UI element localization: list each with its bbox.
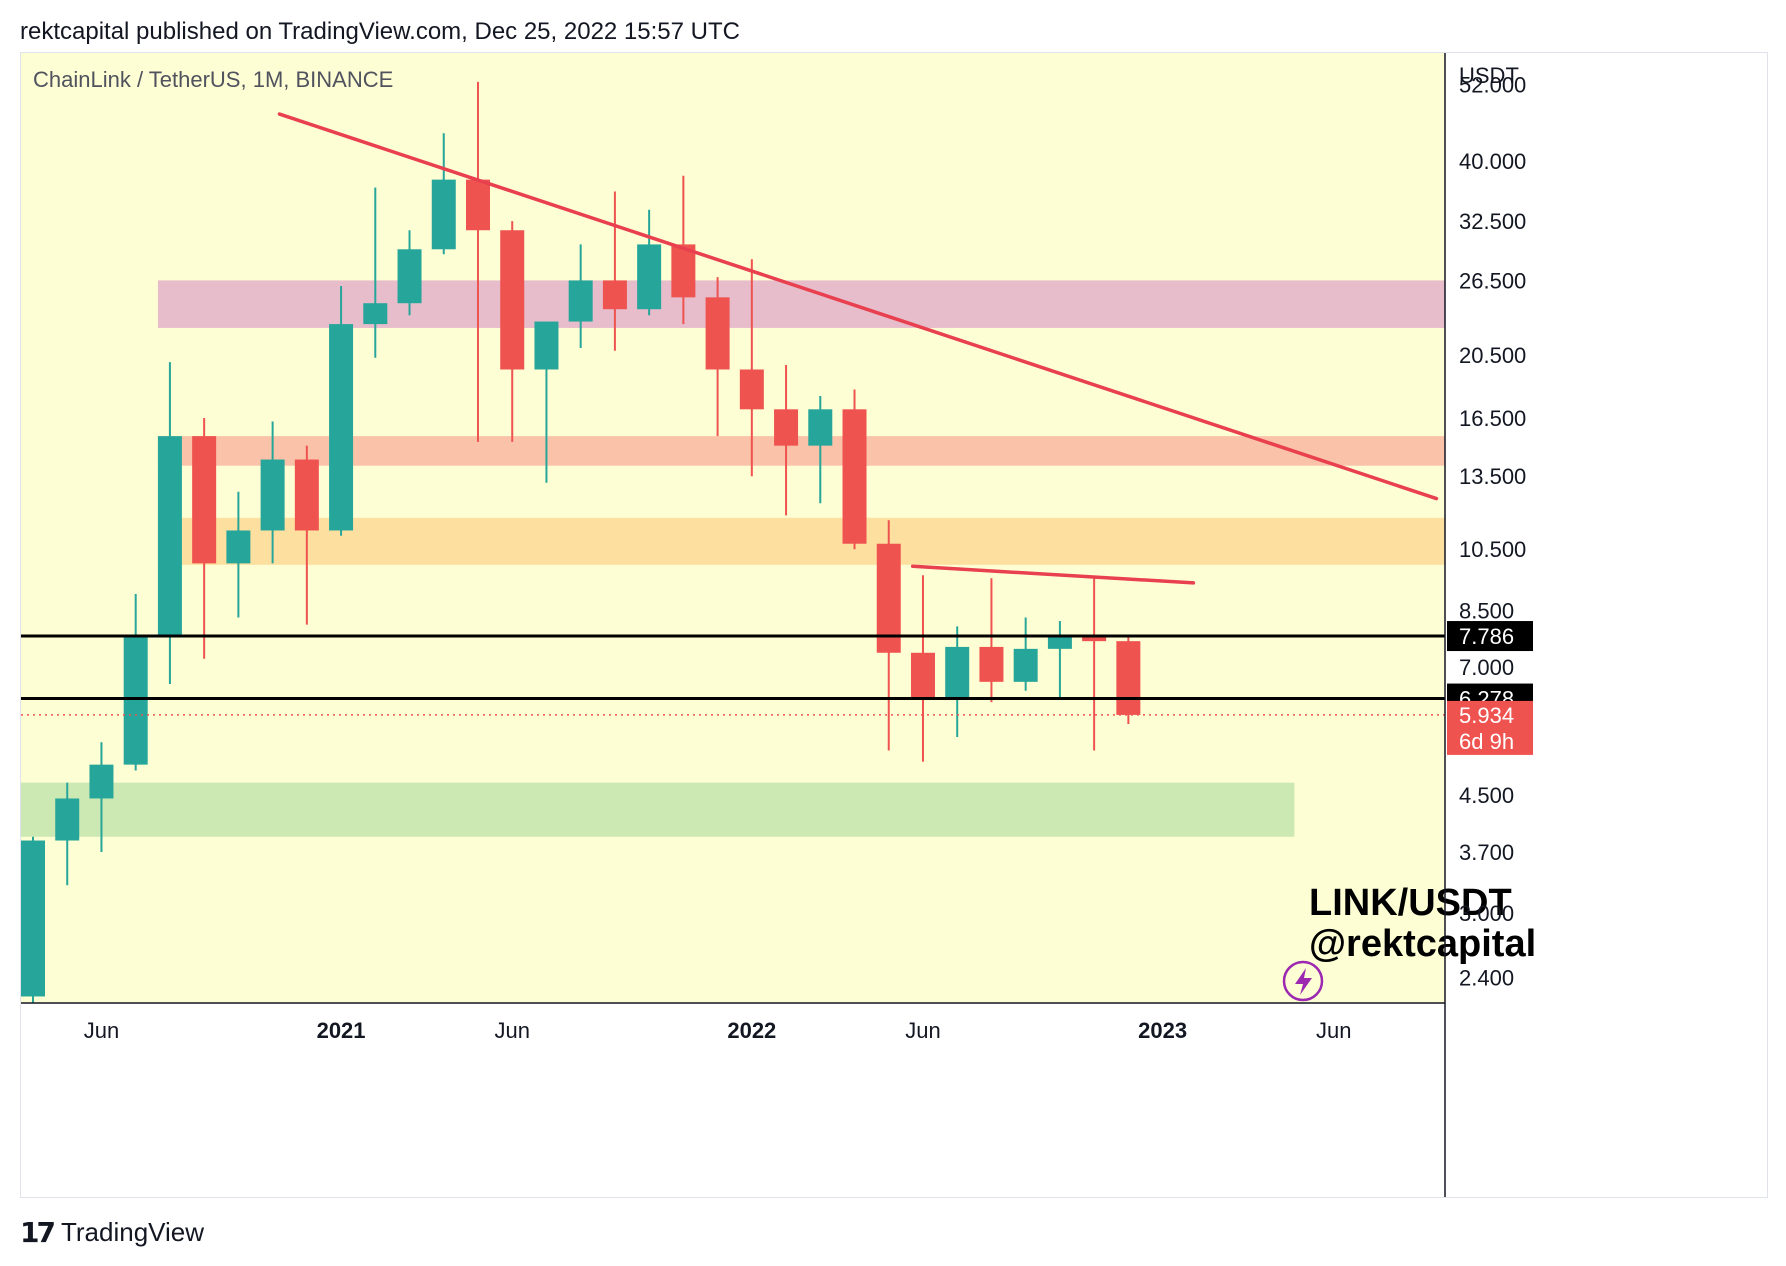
candle-body	[705, 297, 730, 370]
candle-body	[431, 179, 456, 250]
candle-body	[910, 652, 935, 700]
watermark-handle: @rektcapital	[1309, 923, 1536, 965]
price-tick-label: 4.500	[1459, 783, 1514, 808]
candle-body	[534, 321, 559, 370]
price-tick-label: 20.500	[1459, 343, 1526, 368]
resistance-zone-salmon	[157, 436, 1445, 466]
price-tick-label: 7.000	[1459, 655, 1514, 680]
time-tick-label: Jun	[1316, 1018, 1351, 1043]
price-tick-label: 3.000	[1459, 901, 1514, 926]
price-tick-label: 13.500	[1459, 464, 1526, 489]
time-axis-background	[21, 1003, 1445, 1197]
candle-body	[739, 369, 764, 410]
candle-body	[671, 244, 696, 298]
countdown-label: 6d 9h	[1459, 729, 1514, 754]
candle-body	[1082, 635, 1107, 642]
lightning-icon	[1282, 960, 1324, 1002]
watermark-pair: LINK/USDT	[1309, 882, 1512, 924]
candle-body	[157, 436, 182, 636]
candle-body	[945, 646, 970, 700]
tradingview-footer[interactable]: 17 TradingView	[20, 1216, 204, 1249]
candle-body	[89, 764, 114, 799]
candle-body	[260, 459, 285, 531]
candle-body	[979, 646, 1004, 682]
candle-body	[465, 179, 490, 231]
time-tick-label: Jun	[905, 1018, 940, 1043]
price-tick-label: 2.400	[1459, 966, 1514, 991]
resistance-zone-orange	[157, 517, 1445, 565]
publish-header: rektcapital published on TradingView.com…	[20, 18, 740, 45]
price-tick-label: 10.500	[1459, 537, 1526, 562]
level-7786-tag	[1447, 621, 1533, 652]
last-price-tag	[1447, 700, 1533, 755]
candle-body	[55, 798, 80, 841]
candle-body	[568, 280, 593, 322]
candle-body	[123, 635, 148, 765]
time-tick-label: 2022	[727, 1018, 776, 1043]
candle-body	[1047, 635, 1072, 649]
candle-body	[294, 459, 319, 531]
lightning-bolt-icon	[1295, 968, 1312, 995]
price-tick-label: 16.500	[1459, 406, 1526, 431]
candle-body	[500, 230, 525, 370]
candle-body	[842, 409, 867, 544]
time-tick-label: 2023	[1138, 1018, 1187, 1043]
candle-body	[192, 436, 217, 564]
price-tick-label: 40.000	[1459, 149, 1526, 174]
candle-body	[602, 280, 627, 310]
candle-body	[21, 840, 45, 997]
candle-body	[774, 409, 799, 446]
chart-frame[interactable]: ChainLink / TetherUS, 1M, BINANCE LINK/US…	[20, 52, 1768, 1198]
candle-body	[329, 324, 354, 531]
currency-label: USDT	[1459, 63, 1519, 88]
last-price-label: 5.934	[1459, 703, 1514, 728]
candlestick-chart[interactable]: ChainLink / TetherUS, 1M, BINANCE LINK/US…	[21, 53, 1767, 1197]
candle-body	[363, 303, 388, 325]
time-tick-label: Jun	[494, 1018, 529, 1043]
price-tick-label: 26.500	[1459, 268, 1526, 293]
symbol-label: ChainLink / TetherUS, 1M, BINANCE	[33, 67, 393, 92]
candle-body	[637, 244, 662, 310]
candle-body	[397, 249, 422, 304]
tradingview-logo-icon: 17	[20, 1216, 56, 1249]
lower-high-trendline	[910, 564, 1196, 585]
price-tick-label: 32.500	[1459, 209, 1526, 234]
price-tick-label: 52.000	[1459, 73, 1526, 98]
candle-body	[808, 409, 833, 446]
candle-body	[1116, 641, 1141, 715]
support-zone-green	[21, 782, 1295, 837]
level-7786-tag-label: 7.786	[1459, 624, 1514, 649]
candle-body	[226, 530, 251, 564]
time-tick-label: 2021	[317, 1018, 366, 1043]
time-tick-label: Jun	[84, 1018, 119, 1043]
price-tick-label: 3.700	[1459, 840, 1514, 865]
macro-downtrend-line	[277, 112, 1439, 501]
candle-body	[1013, 648, 1038, 682]
tradingview-brand: TradingView	[60, 1217, 205, 1247]
price-tick-label: 8.500	[1459, 599, 1514, 624]
